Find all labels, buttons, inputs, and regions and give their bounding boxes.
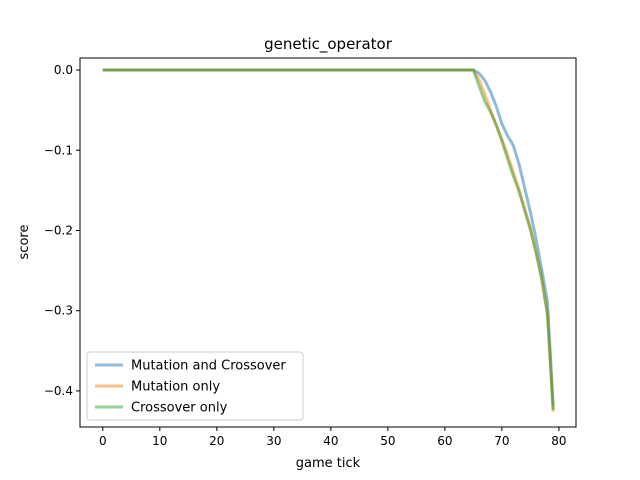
x-axis-label: game tick xyxy=(296,456,361,471)
legend-label: Crossover only xyxy=(131,401,228,416)
x-axis: 0 10 20 30 40 50 60 70 80 xyxy=(99,427,567,448)
x-tick-label: 70 xyxy=(494,434,509,448)
series-line-3 xyxy=(102,68,555,411)
legend-label: Mutation and Crossover xyxy=(131,359,286,374)
x-tick-label: 10 xyxy=(152,434,167,448)
x-tick-label: 30 xyxy=(266,434,281,448)
x-tick-label: 40 xyxy=(323,434,338,448)
y-tick-label: −0.3 xyxy=(44,304,73,318)
y-tick-label: −0.4 xyxy=(44,384,73,398)
series-layer xyxy=(102,68,555,412)
y-tick-label: 0.0 xyxy=(54,63,73,77)
y-tick-label: −0.2 xyxy=(44,223,73,237)
x-tick-label: 20 xyxy=(209,434,224,448)
x-tick-label: 50 xyxy=(380,434,395,448)
series-line-1 xyxy=(102,68,555,408)
legend-label: Mutation only xyxy=(131,380,220,395)
y-tick-label: −0.1 xyxy=(44,143,73,157)
plot-frame xyxy=(79,57,577,428)
x-tick-label: 0 xyxy=(99,434,107,448)
x-tick-label: 60 xyxy=(437,434,452,448)
legend-box xyxy=(86,351,304,421)
y-axis-label: score xyxy=(17,225,32,260)
x-tick-label: 80 xyxy=(551,434,566,448)
chart-title: genetic_operator xyxy=(264,35,393,54)
legend: Mutation and Crossover Mutation only Cross… xyxy=(86,351,304,421)
y-axis: 0.0 −0.1 −0.2 −0.3 −0.4 xyxy=(44,63,80,398)
